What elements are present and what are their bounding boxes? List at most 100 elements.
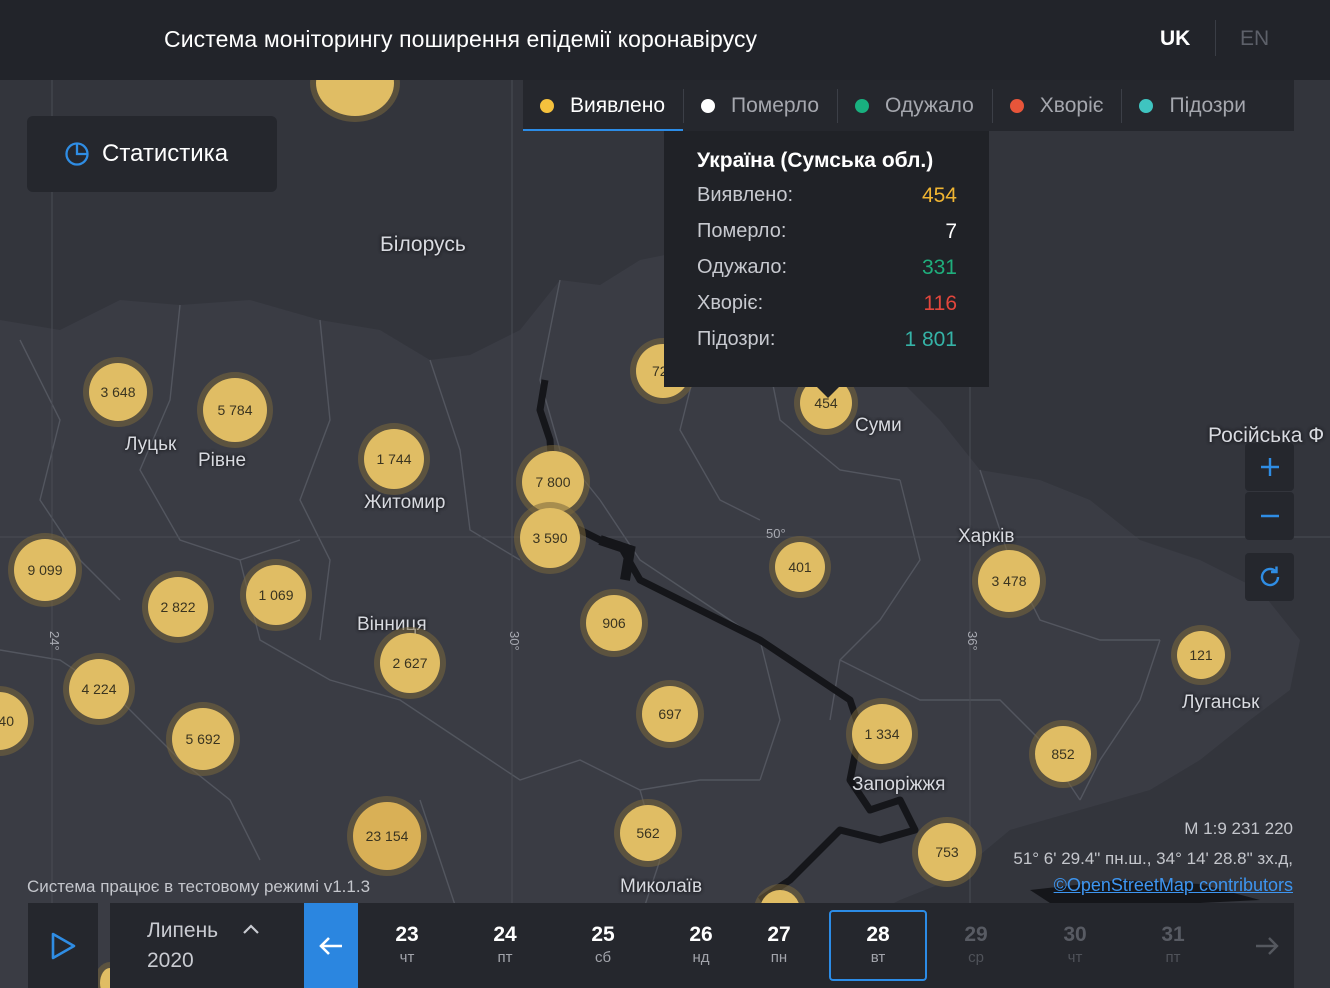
zoom-in-button[interactable]: [1245, 443, 1294, 491]
cluster-vinnytsia[interactable]: 2 627: [380, 633, 440, 693]
tooltip-label: Виявлено:: [697, 184, 794, 206]
day-number: 23: [395, 923, 419, 946]
tab-suspected[interactable]: Підозри: [1122, 80, 1264, 131]
day-weekday: нд: [692, 949, 710, 966]
tooltip-row-suspected: Підозри: 1 801: [697, 328, 957, 354]
lang-divider: [1215, 20, 1216, 56]
cluster-zaporizhzhia[interactable]: 753: [918, 823, 976, 881]
tooltip-value: 454: [921, 184, 957, 207]
cluster-kyiv-city[interactable]: 7 800: [522, 451, 584, 513]
cluster-volyn[interactable]: 3 648: [89, 363, 147, 421]
tab-detected[interactable]: Виявлено: [523, 80, 683, 131]
tab-recovered[interactable]: Одужало: [838, 80, 992, 131]
sick-dot-icon: [1009, 98, 1024, 113]
cluster-poltava[interactable]: 401: [775, 542, 825, 592]
suspected-dot-icon: [1139, 98, 1154, 113]
osm-attribution-link[interactable]: ©OpenStreetMap contributors: [1053, 875, 1293, 895]
zoom-out-button[interactable]: [1245, 492, 1294, 540]
day-number: 30: [1063, 923, 1087, 946]
city-label-rivne: Рівне: [198, 450, 247, 471]
day-24[interactable]: 24 пт: [456, 903, 554, 988]
cluster-kirovohrad[interactable]: 697: [642, 686, 698, 742]
cluster-odesa[interactable]: 23 154: [353, 802, 421, 870]
cluster-luhansk[interactable]: 121: [1177, 631, 1225, 679]
cluster-zhytomyr[interactable]: 1 744: [364, 429, 424, 489]
month-selector[interactable]: Липень 2020: [110, 903, 305, 988]
city-label-zhytomyr: Житомир: [364, 492, 446, 513]
year-label: 2020: [147, 949, 194, 972]
cluster-mykolaiv[interactable]: 562: [620, 805, 676, 861]
cluster-lviv[interactable]: 9 099: [14, 539, 76, 601]
tab-divider: [991, 89, 993, 123]
day-26[interactable]: 26 нд: [652, 903, 750, 988]
tab-sick[interactable]: Хворіє: [993, 80, 1122, 131]
chevron-up-icon: [243, 924, 259, 934]
day-weekday: сб: [594, 949, 612, 966]
tooltip-value: 331: [921, 256, 957, 279]
map-scale: М 1:9 231 220: [1184, 819, 1293, 838]
lang-en-button[interactable]: EN: [1240, 27, 1270, 50]
day-28-selected[interactable]: 28 вт: [829, 910, 927, 981]
day-31[interactable]: 31 пт: [1124, 903, 1222, 988]
next-day-button[interactable]: [1240, 903, 1294, 988]
day-29[interactable]: 29 ср: [927, 903, 1025, 988]
cluster-chernivtsi[interactable]: 5 692: [172, 708, 234, 770]
statistics-button[interactable]: Статистика: [27, 116, 277, 192]
tab-label: Підозри: [1169, 93, 1246, 117]
timeline-bar: Липень 2020 23 чт 24 пт 25 сб: [0, 903, 1330, 988]
country-label-belarus: Білорусь: [380, 233, 466, 256]
lang-uk-button[interactable]: UK: [1160, 27, 1191, 50]
cluster-dnipro[interactable]: 1 334: [852, 704, 912, 764]
day-strip: 23 чт 24 пт 25 сб 26 нд 27 пн 28 вт: [358, 903, 1240, 988]
tab-divider: [683, 89, 684, 123]
meridian-label-24: 24°: [47, 631, 62, 651]
cluster-donetsk[interactable]: 852: [1035, 726, 1091, 782]
day-number: 26: [689, 923, 713, 946]
tooltip-value: 116: [923, 292, 957, 315]
country-label-russia: Російська Ф: [1208, 424, 1325, 447]
meridian-label-36: 36°: [965, 631, 980, 651]
cluster-cherkasy[interactable]: 906: [586, 595, 642, 651]
recovered-dot-icon: [855, 98, 870, 113]
statistics-label: Статистика: [102, 140, 229, 167]
region-tooltip: Україна (Сумська обл.) Виявлено: 454 Пом…: [664, 131, 989, 398]
city-label-lutsk: Луцьк: [125, 434, 177, 455]
cluster-kyiv-oblast[interactable]: 3 590: [520, 508, 580, 568]
day-number: 31: [1161, 923, 1185, 946]
tab-died[interactable]: Померло: [684, 80, 837, 131]
day-number: 25: [591, 923, 615, 946]
tooltip-row-detected: Виявлено: 454: [697, 184, 957, 210]
minus-icon: [1260, 514, 1279, 518]
city-label-zaporizhzhia: Запоріжжя: [852, 774, 946, 795]
tab-divider: [837, 89, 839, 123]
day-weekday: пн: [770, 949, 788, 966]
cluster-kharkiv[interactable]: 3 478: [978, 550, 1040, 612]
day-23[interactable]: 23 чт: [358, 903, 456, 988]
city-label-luhansk: Луганськ: [1182, 692, 1260, 713]
tab-label: Виявлено: [570, 93, 665, 117]
play-button[interactable]: [28, 903, 98, 988]
tooltip-value: 7: [945, 220, 957, 243]
day-25[interactable]: 25 сб: [554, 903, 652, 988]
reset-view-button[interactable]: [1245, 553, 1294, 601]
day-number: 29: [964, 923, 988, 946]
plus-icon: [1260, 458, 1279, 476]
prev-day-button[interactable]: [304, 903, 358, 988]
day-weekday: ср: [968, 949, 984, 966]
tab-label: Одужало: [885, 93, 974, 117]
tooltip-label: Підозри:: [697, 328, 776, 350]
cluster-ternopil[interactable]: 2 822: [148, 577, 208, 637]
died-dot-icon: [701, 98, 715, 113]
day-weekday: чт: [399, 949, 415, 966]
meridian-label-30: 30°: [507, 631, 522, 651]
cluster-rivne[interactable]: 5 784: [203, 378, 267, 442]
top-header: Система моніторингу поширення епідемії к…: [0, 0, 1330, 80]
cluster-ivano-frankivsk[interactable]: 4 224: [69, 659, 129, 719]
tooltip-label: Одужало:: [697, 256, 788, 278]
day-27[interactable]: 27 пн: [730, 903, 828, 988]
month-label: Липень: [147, 919, 219, 942]
pie-chart-icon: [65, 142, 89, 166]
cluster-khmelnytskyi[interactable]: 1 069: [246, 565, 306, 625]
day-30[interactable]: 30 чт: [1026, 903, 1124, 988]
